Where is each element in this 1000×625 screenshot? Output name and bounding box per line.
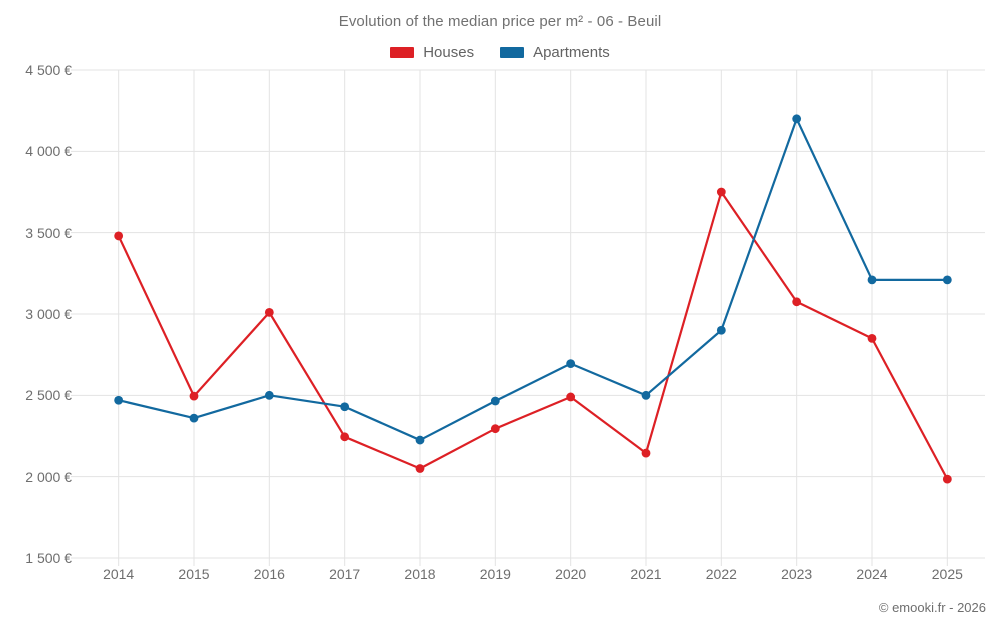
credit-text: © emooki.fr - 2026 [878,600,986,615]
y-tick-label: 4 000 € [25,143,72,160]
legend-swatch-apartments [500,47,525,58]
x-tick-label: 2019 [479,566,511,582]
chart-title: Evolution of the median price per m² - 0… [338,13,662,30]
data-point[interactable] [867,275,877,285]
x-tick-label: 2024 [856,566,888,582]
data-point[interactable] [792,114,802,124]
x-tick-label: 2023 [781,566,813,582]
x-tick-label: 2021 [630,566,662,582]
data-point[interactable] [716,187,726,197]
data-point[interactable] [641,448,651,458]
legend-item-apartments[interactable]: Apartments [500,44,610,61]
data-point[interactable] [566,392,576,402]
data-point[interactable] [867,334,877,343]
data-point[interactable] [415,464,425,473]
x-tick-label: 2017 [329,566,361,582]
x-tick-label: 2016 [253,566,285,582]
data-point[interactable] [942,474,952,484]
series-line-apartments [117,117,949,442]
series-line-houses [117,190,949,481]
data-point[interactable] [792,297,802,307]
data-point[interactable] [641,390,651,400]
y-tick-label: 1 500 € [25,550,72,566]
chart-legend: Houses Apartments [0,44,1000,61]
data-point[interactable] [189,391,199,401]
x-tick-label: 2025 [931,566,963,582]
data-point[interactable] [264,307,274,317]
y-tick-label: 2 500 € [25,387,72,404]
legend-item-houses[interactable]: Houses [390,44,474,61]
y-tick-label: 4 500 € [25,62,72,78]
x-tick-label: 2014 [103,566,135,582]
data-point[interactable] [114,395,124,405]
x-tick-label: 2015 [178,566,210,582]
data-point[interactable] [942,275,952,285]
data-point[interactable] [340,432,350,442]
legend-label-houses: Houses [423,44,475,61]
x-tick-label: 2020 [555,566,587,582]
data-point[interactable] [264,390,274,400]
data-point[interactable] [566,359,576,369]
data-point[interactable] [114,231,124,241]
data-point[interactable] [490,396,500,406]
y-tick-label: 3 500 € [25,224,72,241]
data-point[interactable] [189,413,199,423]
x-tick-label: 2022 [705,566,737,582]
y-tick-label: 2 000 € [25,468,72,485]
legend-label-apartments: Apartments [533,44,610,61]
x-tick-label: 2018 [404,566,436,582]
data-point[interactable] [415,435,425,445]
data-point[interactable] [340,402,350,412]
data-point[interactable] [490,424,500,434]
data-point[interactable] [716,325,726,335]
legend-swatch-houses [390,47,415,58]
y-tick-label: 3 000 € [25,306,72,322]
